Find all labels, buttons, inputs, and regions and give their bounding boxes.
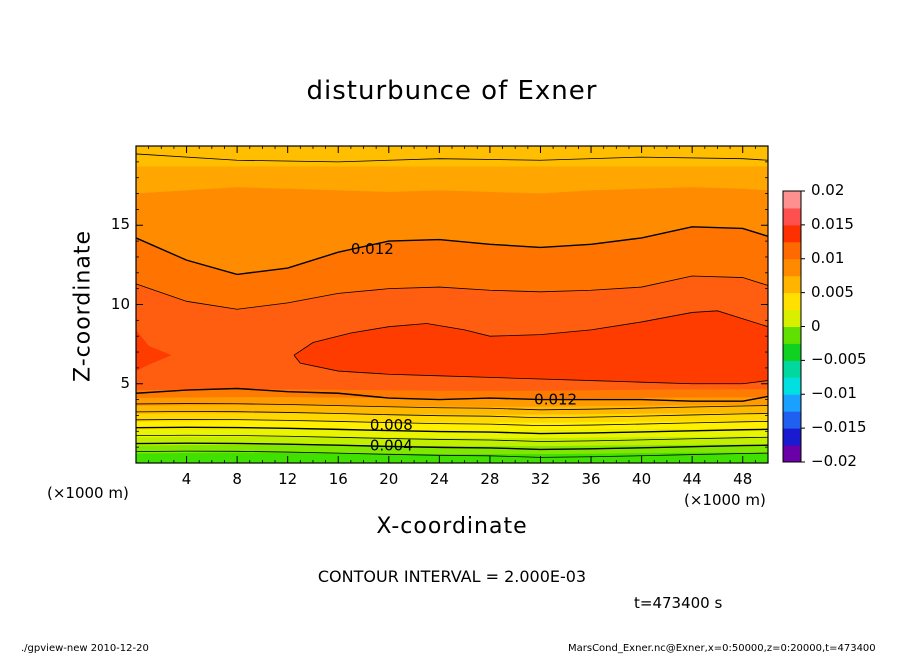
x-tick-label: 28: [480, 470, 500, 488]
colorbar-segment: [783, 309, 801, 327]
colorbar-segment: [783, 292, 801, 311]
colorbar-label: −0.02: [811, 452, 857, 470]
colorbar-segment: [783, 241, 801, 260]
colorbar-segment: [783, 258, 801, 277]
colorbar-segment: [783, 326, 801, 344]
colorbar-segment: [783, 394, 801, 412]
colorbar-label: 0.005: [811, 282, 854, 301]
x-tick-label: 24: [429, 470, 449, 488]
contour-line: [135, 403, 769, 411]
colorbar-label: 0.01: [811, 248, 845, 267]
y-tick-label: 15: [110, 215, 130, 234]
contour-line: [135, 153, 769, 163]
field-band-top: [136, 146, 768, 167]
x-tick-label: 40: [632, 470, 652, 488]
chart-title: disturbunce of Exner: [306, 76, 598, 106]
x-tick-label: 20: [379, 470, 399, 488]
contour-line: [135, 434, 769, 442]
contour-line: [135, 450, 769, 458]
x-tick-label: 36: [581, 470, 601, 488]
contour-line: [135, 226, 769, 276]
x-tick-label: 32: [530, 470, 551, 488]
contour-label: 0.008: [370, 416, 413, 434]
colorbar-segment: [783, 207, 801, 226]
colorbar-label: 0.015: [811, 214, 854, 233]
contour-labels: 0.012 0.012 0.008 0.004: [351, 240, 577, 455]
contour-line: [135, 411, 769, 419]
contour-lines: [135, 153, 769, 458]
footer-left: ./gpview-new 2010-12-20: [21, 643, 149, 654]
colorbar-segment: [783, 191, 801, 209]
contour-line: [135, 419, 769, 427]
colorbar-label: 0: [811, 316, 821, 335]
colorbar-segment: [783, 360, 801, 378]
field-left-blob: [136, 329, 172, 372]
colorbar-segment: [783, 343, 801, 361]
contour-line: [135, 442, 769, 451]
field-band-mid-upper: [136, 187, 768, 275]
colorbar-label: 0.02: [811, 181, 845, 199]
axis-ticks: [136, 146, 768, 463]
y-axis-label: Z-coordinate: [70, 230, 96, 382]
field-band-upper: [136, 166, 768, 194]
colorbar-label: −0.01: [811, 384, 857, 403]
x-unit-label-right: (×1000 m): [684, 491, 766, 509]
colorbar-label: −0.015: [811, 418, 867, 437]
contour-line: [135, 387, 769, 402]
colorbar-label: −0.005: [811, 350, 867, 369]
contour-line: [293, 310, 769, 385]
contour-label: 0.004: [370, 437, 413, 455]
field-band-low: [136, 452, 768, 463]
contour-line: [135, 426, 769, 435]
contour-label: 0.012: [534, 391, 577, 409]
time-stamp: t=473400 s: [634, 594, 723, 612]
colorbar: [782, 190, 805, 463]
y-tick-label: 10: [110, 294, 130, 313]
x-tick-label: 8: [232, 470, 242, 488]
colorbar-segment: [783, 224, 801, 243]
x-tick-label: 44: [682, 470, 702, 488]
field-core-blob: [294, 310, 768, 384]
colorbar-segment: [783, 275, 801, 294]
contour-line: [135, 275, 769, 310]
x-unit-label-left: (×1000 m): [47, 484, 129, 502]
colorbar-segment: [783, 428, 801, 446]
x-tick-label: 12: [278, 470, 298, 488]
x-tick-label: 48: [733, 470, 753, 488]
y-tick-label: 5: [120, 373, 130, 392]
colorbar-segment: [783, 377, 801, 395]
x-axis-label: X-coordinate: [376, 514, 528, 539]
x-tick-label: 4: [181, 470, 192, 488]
contour-label: 0.012: [351, 240, 394, 258]
footer-right: MarsCond_Exner.nc@Exner,x=0:50000,z=0:20…: [568, 643, 876, 654]
x-tick-label: 16: [328, 470, 348, 488]
contour-field: [136, 146, 768, 463]
colorbar-segment: [783, 445, 801, 463]
colorbar-segment: [783, 411, 801, 429]
contour-interval-text: CONTOUR INTERVAL = 2.000E-03: [317, 567, 587, 586]
